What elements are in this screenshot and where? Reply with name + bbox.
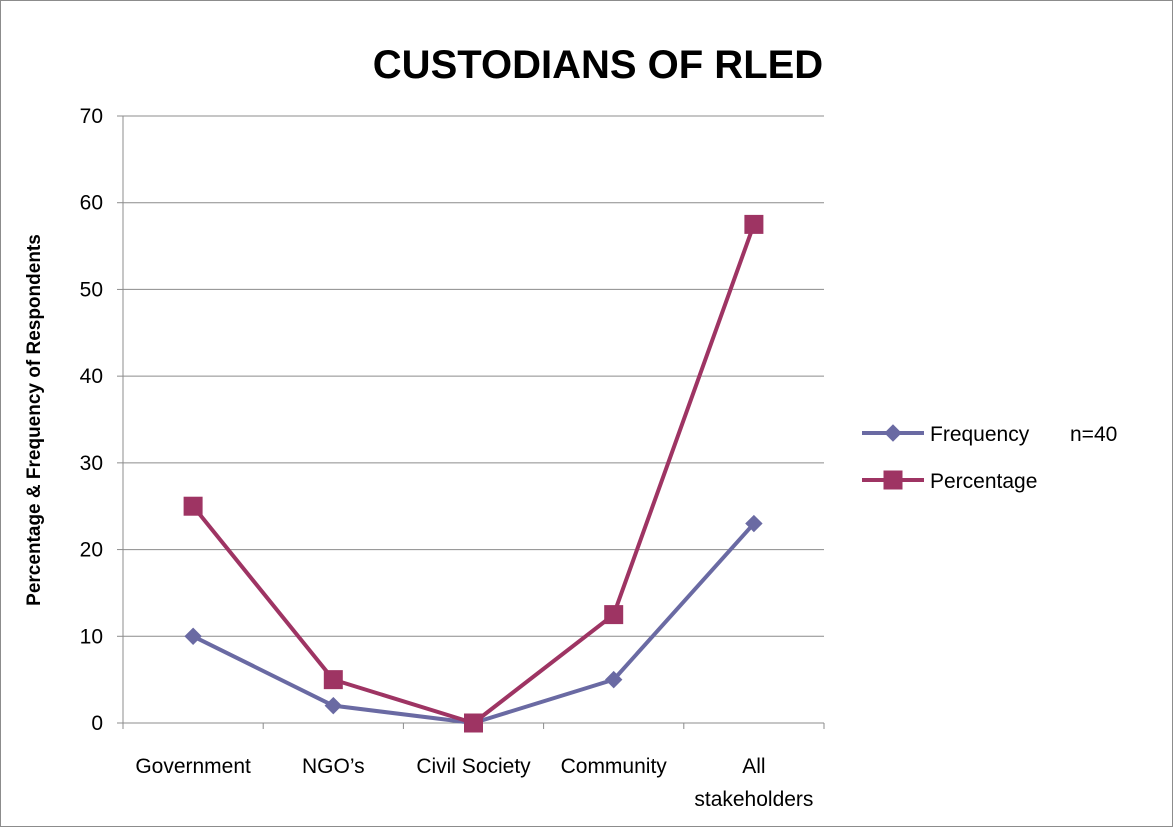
legend-percentage-label: Percentage (930, 470, 1037, 493)
legend: Frequency n=40 Percentage (862, 423, 1117, 493)
y-tick-label: 20 (80, 539, 103, 562)
x-tick-labels: Government NGO’s Civil Society Community All… (135, 755, 813, 811)
y-tick-label: 10 (80, 625, 103, 648)
y-tick-label: 70 (80, 105, 103, 128)
percentage-point (604, 605, 624, 625)
x-tick-label: NGO’s (302, 755, 365, 778)
percentage-point (323, 670, 343, 690)
frequency-point (604, 670, 623, 689)
x-tick-label: Civil Society (416, 755, 531, 778)
y-tick-label: 60 (80, 192, 103, 215)
y-tick-label: 50 (80, 278, 103, 301)
percentage-point (183, 496, 203, 516)
chart-title: CUSTODIANS OF RLED (373, 43, 823, 87)
legend-frequency-note: n=40 (1070, 423, 1117, 446)
legend-frequency-marker (884, 424, 902, 442)
percentage-series-line (191, 223, 756, 725)
frequency-point (745, 514, 763, 533)
gridlines (123, 115, 824, 637)
y-tick-labels: 0 10 20 30 40 50 60 70 (80, 105, 103, 735)
x-tick-label: Community (561, 755, 668, 778)
percentage-point (744, 214, 764, 234)
frequency-series-line (192, 522, 756, 725)
x-tick-label: All (742, 755, 765, 778)
frequency-point (184, 627, 202, 645)
legend-frequency-label: Frequency (930, 423, 1030, 446)
frequency-point (324, 696, 343, 715)
series (183, 214, 764, 733)
x-tick-label: stakeholders (694, 788, 813, 811)
axes (117, 115, 825, 729)
x-tick-label: Government (135, 755, 251, 778)
legend-percentage-marker (883, 470, 903, 490)
y-tick-label: 30 (80, 452, 103, 475)
y-tick-label: 40 (80, 365, 103, 388)
y-tick-label: 0 (91, 712, 103, 735)
percentage-point (464, 713, 483, 733)
y-axis-title: Percentage & Frequency of Respondents (24, 234, 45, 606)
